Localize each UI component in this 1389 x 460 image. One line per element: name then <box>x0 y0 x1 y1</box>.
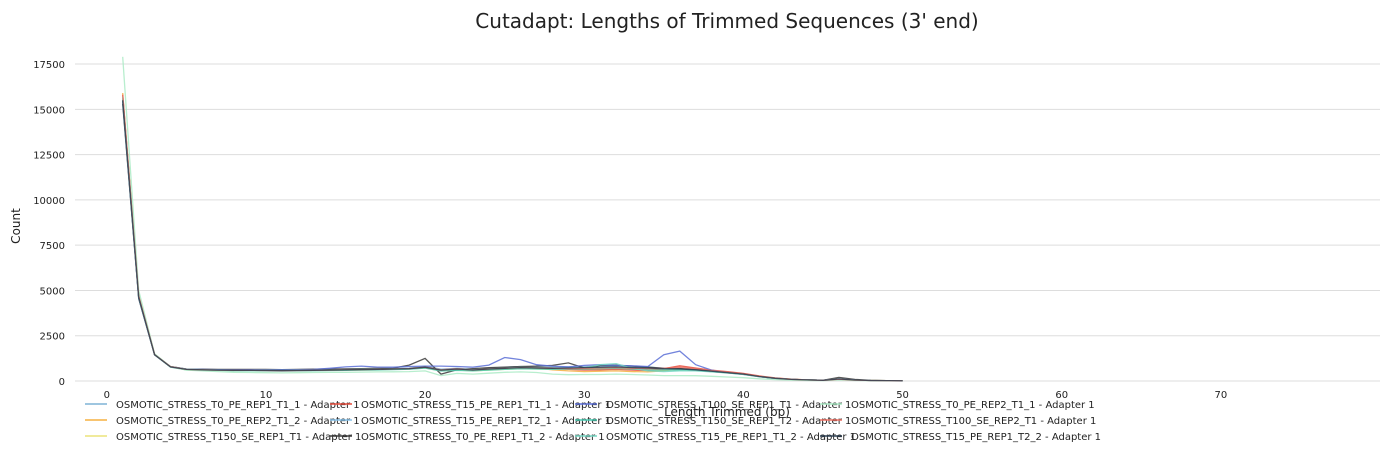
series-line-2 <box>122 92 903 382</box>
legend-label: OSMOTIC_STRESS_T0_PE_REP2_T1_2 - Adapter… <box>116 416 360 427</box>
legend-item: OSMOTIC_STRESS_T150_SE_REP1_T2 - Adapter… <box>575 416 851 427</box>
y-tick-label: 17500 <box>33 60 65 71</box>
x-tick-label: 40 <box>737 390 750 401</box>
x-tick-label: 0 <box>104 390 110 401</box>
x-tick-label: 30 <box>578 390 591 401</box>
y-tick-label: 12500 <box>33 151 65 162</box>
series-line-5 <box>122 96 903 382</box>
y-tick-label: 5000 <box>40 286 65 297</box>
x-tick-label: 70 <box>1214 390 1227 401</box>
series-line-1 <box>122 102 903 382</box>
x-tick-label: 20 <box>419 390 432 401</box>
legend-label: OSMOTIC_STRESS_T100_SE_REP2_T1 - Adapter… <box>851 416 1096 427</box>
series-line-12 <box>122 100 903 382</box>
x-tick-label: 50 <box>896 390 909 401</box>
legend-item: OSMOTIC_STRESS_T15_PE_REP1_T1_2 - Adapte… <box>575 432 856 443</box>
x-tick-labels: 0 10 20 30 40 50 60 70 <box>104 390 1228 401</box>
y-tick-label: 2500 <box>40 332 65 343</box>
y-tick-label: 15000 <box>33 105 65 116</box>
series-line-11 <box>122 94 903 382</box>
series-line-9 <box>122 96 903 382</box>
legend-label: OSMOTIC_STRESS_T15_PE_REP1_T1_1 - Adapte… <box>361 400 611 411</box>
legend-item: OSMOTIC_STRESS_T100_SE_REP1_T1 - Adapter… <box>575 400 851 411</box>
legend-item: OSMOTIC_STRESS_T15_PE_REP1_T2_1 - Adapte… <box>330 416 611 427</box>
y-tick-label: 0 <box>59 377 65 388</box>
legend-label: OSMOTIC_STRESS_T0_PE_REP1_T1_2 - Adapter… <box>361 432 605 443</box>
chart-title: Cutadapt: Lengths of Trimmed Sequences (… <box>475 9 978 33</box>
series-line-3 <box>122 98 903 382</box>
series-line-10 <box>122 56 903 382</box>
series-line-8 <box>122 98 903 382</box>
y-tick-labels: 0 2500 5000 7500 10000 12500 15000 17500 <box>33 60 65 388</box>
y-tick-label: 10000 <box>33 196 65 207</box>
legend-label: OSMOTIC_STRESS_T150_SE_REP1_T1 - Adapter… <box>116 432 361 443</box>
x-axis-label: Length Trimmed (bp) <box>664 405 790 419</box>
series-line-7 <box>122 100 903 382</box>
legend-item: OSMOTIC_STRESS_T15_PE_REP1_T2_2 - Adapte… <box>820 432 1101 443</box>
legend-label: OSMOTIC_STRESS_T15_PE_REP1_T2_2 - Adapte… <box>851 432 1101 443</box>
legend-label: OSMOTIC_STRESS_T100_SE_REP1_T1 - Adapter… <box>606 400 851 411</box>
legend-item: OSMOTIC_STRESS_T0_PE_REP1_T1_1 - Adapter… <box>85 400 360 411</box>
legend-item: OSMOTIC_STRESS_T0_PE_REP2_T1_1 - Adapter… <box>820 400 1095 411</box>
x-tick-label: 10 <box>260 390 273 401</box>
legend-label: OSMOTIC_STRESS_T0_PE_REP1_T1_1 - Adapter… <box>116 400 360 411</box>
legend-item: OSMOTIC_STRESS_T15_PE_REP1_T1_1 - Adapte… <box>330 400 611 411</box>
legend-item: OSMOTIC_STRESS_T100_SE_REP2_T1 - Adapter… <box>820 416 1096 427</box>
legend-label: OSMOTIC_STRESS_T0_PE_REP2_T1_1 - Adapter… <box>851 400 1095 411</box>
series-line-4 <box>122 94 903 382</box>
legend-item: OSMOTIC_STRESS_T0_PE_REP1_T1_2 - Adapter… <box>330 432 605 443</box>
gridlines <box>75 63 1380 382</box>
series-lines <box>122 56 903 382</box>
legend-label: OSMOTIC_STRESS_T15_PE_REP1_T1_2 - Adapte… <box>606 432 856 443</box>
y-axis-label: Count <box>9 208 23 244</box>
legend: OSMOTIC_STRESS_T0_PE_REP1_T1_1 - Adapter… <box>85 400 1101 443</box>
y-tick-label: 7500 <box>40 241 65 252</box>
series-line-6 <box>122 103 903 382</box>
legend-item: OSMOTIC_STRESS_T150_SE_REP1_T1 - Adapter… <box>85 432 361 443</box>
x-tick-label: 60 <box>1055 390 1068 401</box>
legend-item: OSMOTIC_STRESS_T0_PE_REP2_T1_2 - Adapter… <box>85 416 360 427</box>
legend-label: OSMOTIC_STRESS_T15_PE_REP1_T2_1 - Adapte… <box>361 416 611 427</box>
legend-label: OSMOTIC_STRESS_T150_SE_REP1_T2 - Adapter… <box>606 416 851 427</box>
